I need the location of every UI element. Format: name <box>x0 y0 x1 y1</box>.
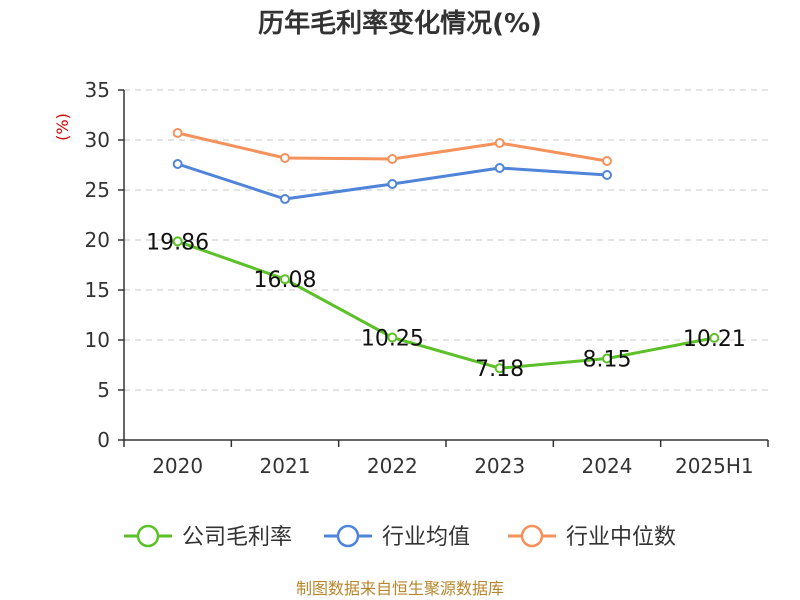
legend-label-1: 行业均值 <box>382 525 470 550</box>
x-tick-label: 2025H1 <box>675 454 754 478</box>
series-line-0 <box>177 239 715 370</box>
data-point-1 <box>172 159 183 169</box>
series-lines <box>172 128 720 374</box>
y-tick-label: 35 <box>85 78 110 102</box>
legend-marker-2 <box>520 524 544 548</box>
data-label: 10.25 <box>361 327 424 352</box>
data-point-0 <box>602 353 612 364</box>
data-point-0 <box>709 332 720 343</box>
chart-title: 历年毛利率变化情况(%) <box>258 8 542 39</box>
y-tick-label: 10 <box>85 328 110 352</box>
data-point-1 <box>280 194 290 204</box>
x-tick-label: 2022 <box>367 454 418 478</box>
data-label: 16.08 <box>254 268 317 293</box>
data-source-footer: 制图数据来自恒生聚源数据库 <box>296 579 504 598</box>
data-label: 19.86 <box>146 230 209 255</box>
legend-label-2: 行业中位数 <box>566 525 676 550</box>
y-tick-label: 5 <box>97 378 110 402</box>
data-point-0 <box>172 236 183 247</box>
legend-marker-1 <box>336 524 360 548</box>
y-tick-label: 30 <box>85 128 110 152</box>
data-point-0 <box>494 363 505 374</box>
data-point-2 <box>494 138 505 148</box>
x-tick-label: 2021 <box>260 454 311 478</box>
x-tick-label: 2023 <box>474 454 525 478</box>
data-labels: 19.86 16.08 10.25 7.18 8.15 10.21 <box>146 230 746 382</box>
y-tick-label: 0 <box>97 428 110 452</box>
x-tick-label: 2020 <box>152 454 203 478</box>
legend-label-0: 公司毛利率 <box>182 525 292 550</box>
data-label: 7.18 <box>475 357 524 382</box>
x-tick-label: 2024 <box>582 454 633 478</box>
axes: 0 5 10 15 20 25 30 35 2020 2021 2022 2023 2024 2025H1 <box>85 78 769 478</box>
legend: 公司毛利率 行业均值 行业中位数 <box>124 524 676 550</box>
data-point-0 <box>387 332 398 343</box>
data-point-2 <box>280 153 290 163</box>
data-point-2 <box>602 156 612 166</box>
data-point-1 <box>602 170 612 180</box>
y-tick-label: 15 <box>85 278 110 302</box>
data-point-2 <box>387 154 398 164</box>
y-tick-label: 25 <box>85 178 110 202</box>
data-point-2 <box>172 128 183 138</box>
grid-lines <box>124 89 768 391</box>
data-label: 10.21 <box>683 327 746 352</box>
data-point-1 <box>494 163 505 173</box>
data-point-1 <box>387 179 398 189</box>
y-tick-label: 20 <box>85 228 110 252</box>
legend-marker-0 <box>136 524 160 548</box>
y-axis-unit-label: (%) <box>53 113 72 141</box>
data-label: 8.15 <box>583 348 632 373</box>
data-point-0 <box>280 274 290 285</box>
